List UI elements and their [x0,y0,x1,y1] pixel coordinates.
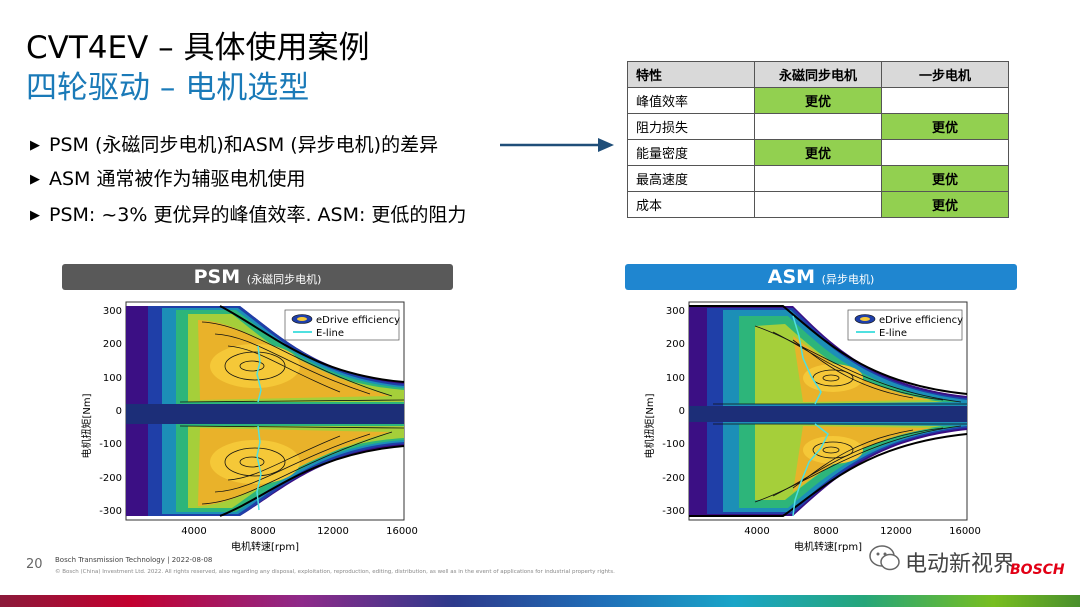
table-header-row: 特性 永磁同步电机 一步电机 [627,61,1009,88]
psm-banner: PSM (永磁同步电机) [62,264,453,290]
footer-legal: © Bosch (China) Investment Ltd. 2022. Al… [55,569,615,575]
x-tick: 4000 [744,526,769,537]
table-row: 峰值效率 更优 [627,87,1009,114]
asm-efficiency-map: 电机扭矩[Nm] 300 200 100 0 -100 -200 -300 [643,301,981,553]
slide-subtitle: 四轮驱动 – 电机选型 [26,70,310,106]
x-tick: 16000 [949,526,981,537]
bullet-triangle-icon: ▶ [30,208,40,223]
table-cell: 更优 [754,87,882,114]
x-axis-label: 电机转速[rpm] [231,540,299,553]
brand-color-bar [0,595,1080,607]
bullet-triangle-icon: ▶ [30,172,40,187]
table-header: 一步电机 [881,61,1009,88]
x-tick: 12000 [317,526,349,537]
x-tick: 8000 [813,526,838,537]
bullet-item: ▶ ASM 通常被作为辅驱电机使用 [30,168,306,190]
y-tick: -300 [662,506,685,517]
asm-banner: ASM (异步电机) [625,264,1017,290]
legend-efficiency: eDrive efficiency [316,315,400,326]
x-tick: 12000 [880,526,912,537]
legend-efficiency: eDrive efficiency [879,315,963,326]
y-tick: 0 [679,406,685,417]
bullet-item: ▶ PSM (永磁同步电机)和ASM (异步电机)的差异 [30,134,439,156]
y-tick: -300 [99,506,122,517]
x-tick: 8000 [250,526,275,537]
table-row: 阻力损失 更优 [627,113,1009,140]
table-cell [881,87,1009,114]
comparison-table: 特性 永磁同步电机 一步电机 峰值效率 更优 阻力损失 更优 能量密度 更优 最… [627,61,1009,218]
y-axis-label: 电机扭矩[Nm] [80,393,93,458]
y-tick: -200 [662,473,685,484]
table-cell [881,139,1009,166]
table-cell: 峰值效率 [627,87,755,114]
y-tick: -200 [99,473,122,484]
y-tick: 200 [103,339,122,350]
table-cell [754,191,882,218]
y-tick: 100 [666,373,685,384]
y-tick: 300 [103,306,122,317]
footer-company: Bosch Transmission Technology | 2022-08-… [55,556,213,564]
table-row: 能量密度 更优 [627,139,1009,166]
y-tick: 100 [103,373,122,384]
table-cell: 最高速度 [627,165,755,192]
table-header: 永磁同步电机 [754,61,882,88]
bullet-triangle-icon: ▶ [30,138,40,153]
x-tick: 16000 [386,526,418,537]
table-cell [754,165,882,192]
watermark-text: 电动新视界 [905,552,1016,577]
table-row: 成本 更优 [627,191,1009,218]
table-cell: 更优 [881,113,1009,140]
table-cell: 成本 [627,191,755,218]
slide-title: CVT4EV – 具体使用案例 [26,30,370,66]
arrow-icon [500,138,614,152]
table-cell: 阻力损失 [627,113,755,140]
x-axis-label: 电机转速[rpm] [794,540,862,553]
wechat-icon [869,545,900,571]
legend-eline: E-line [316,328,344,339]
psm-efficiency-map: 电机扭矩[Nm] 300 200 100 0 -100 -200 -300 [80,301,418,553]
y-tick: -100 [662,439,685,450]
table-header: 特性 [627,61,755,88]
y-axis-label: 电机扭矩[Nm] [643,393,656,458]
y-tick: 300 [666,306,685,317]
bullet-item: ▶ PSM: ~3% 更优异的峰值效率. ASM: 更低的阻力 [30,204,467,226]
y-tick: 200 [666,339,685,350]
table-cell [754,113,882,140]
table-row: 最高速度 更优 [627,165,1009,192]
y-tick: -100 [99,439,122,450]
bosch-logo: BOSCH [1010,562,1065,578]
y-tick: 0 [116,406,122,417]
legend-eline: E-line [879,328,907,339]
table-cell: 更优 [881,191,1009,218]
x-tick: 4000 [181,526,206,537]
table-cell: 能量密度 [627,139,755,166]
table-cell: 更优 [754,139,882,166]
table-cell: 更优 [881,165,1009,192]
page-number: 20 [26,557,43,572]
